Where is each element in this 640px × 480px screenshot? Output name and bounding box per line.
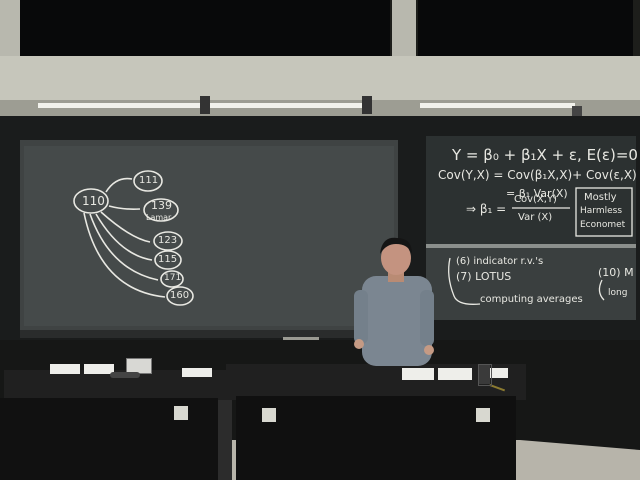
book-note-line-3: Economet (580, 220, 626, 230)
topic-item-averages: computing averages (480, 294, 583, 305)
topic-item-6: (6) indicator r.v.'s (456, 256, 544, 267)
node-111: 111 (139, 175, 159, 186)
power-outlet-icon (476, 408, 490, 422)
equation-line-2: Cov(Y,X) = Cov(β₁X,X)+ Cov(ε,X) (438, 168, 637, 182)
equation-line-4-den: Var (X) (518, 212, 553, 223)
power-outlet-icon (174, 406, 188, 420)
node-160: 160 (170, 290, 190, 301)
equation-line-1: Y = β₀ + β₁X + ε, E(ε)=0 (452, 146, 638, 164)
topic-item-7: (7) LOTUS (456, 270, 512, 283)
book-note-line-2: Harmless (580, 206, 623, 216)
node-139-note: Lamar (146, 213, 172, 222)
book-note-line-1: Mostly (584, 192, 617, 203)
equation-line-3: = β₁ Var(X) (506, 187, 568, 200)
node-171: 171 (164, 273, 182, 283)
power-outlet-icon (262, 408, 276, 422)
topic-item-10: (10) M (598, 266, 634, 279)
node-110: 110 (82, 194, 105, 208)
equation-line-4-lhs: ⇒ β₁ = (466, 202, 507, 216)
node-115: 115 (158, 254, 178, 265)
coffee-cup-icon (478, 364, 492, 386)
projector-cable (110, 372, 140, 378)
chalk-decorations (448, 187, 633, 305)
chalk-graph (73, 170, 194, 306)
lecturer (354, 237, 434, 366)
equation-line-4-num: Cov(X,Y) (514, 194, 557, 205)
node-139: 139 (151, 199, 172, 212)
node-123: 123 (158, 235, 178, 246)
topic-item-long: long (608, 288, 628, 298)
